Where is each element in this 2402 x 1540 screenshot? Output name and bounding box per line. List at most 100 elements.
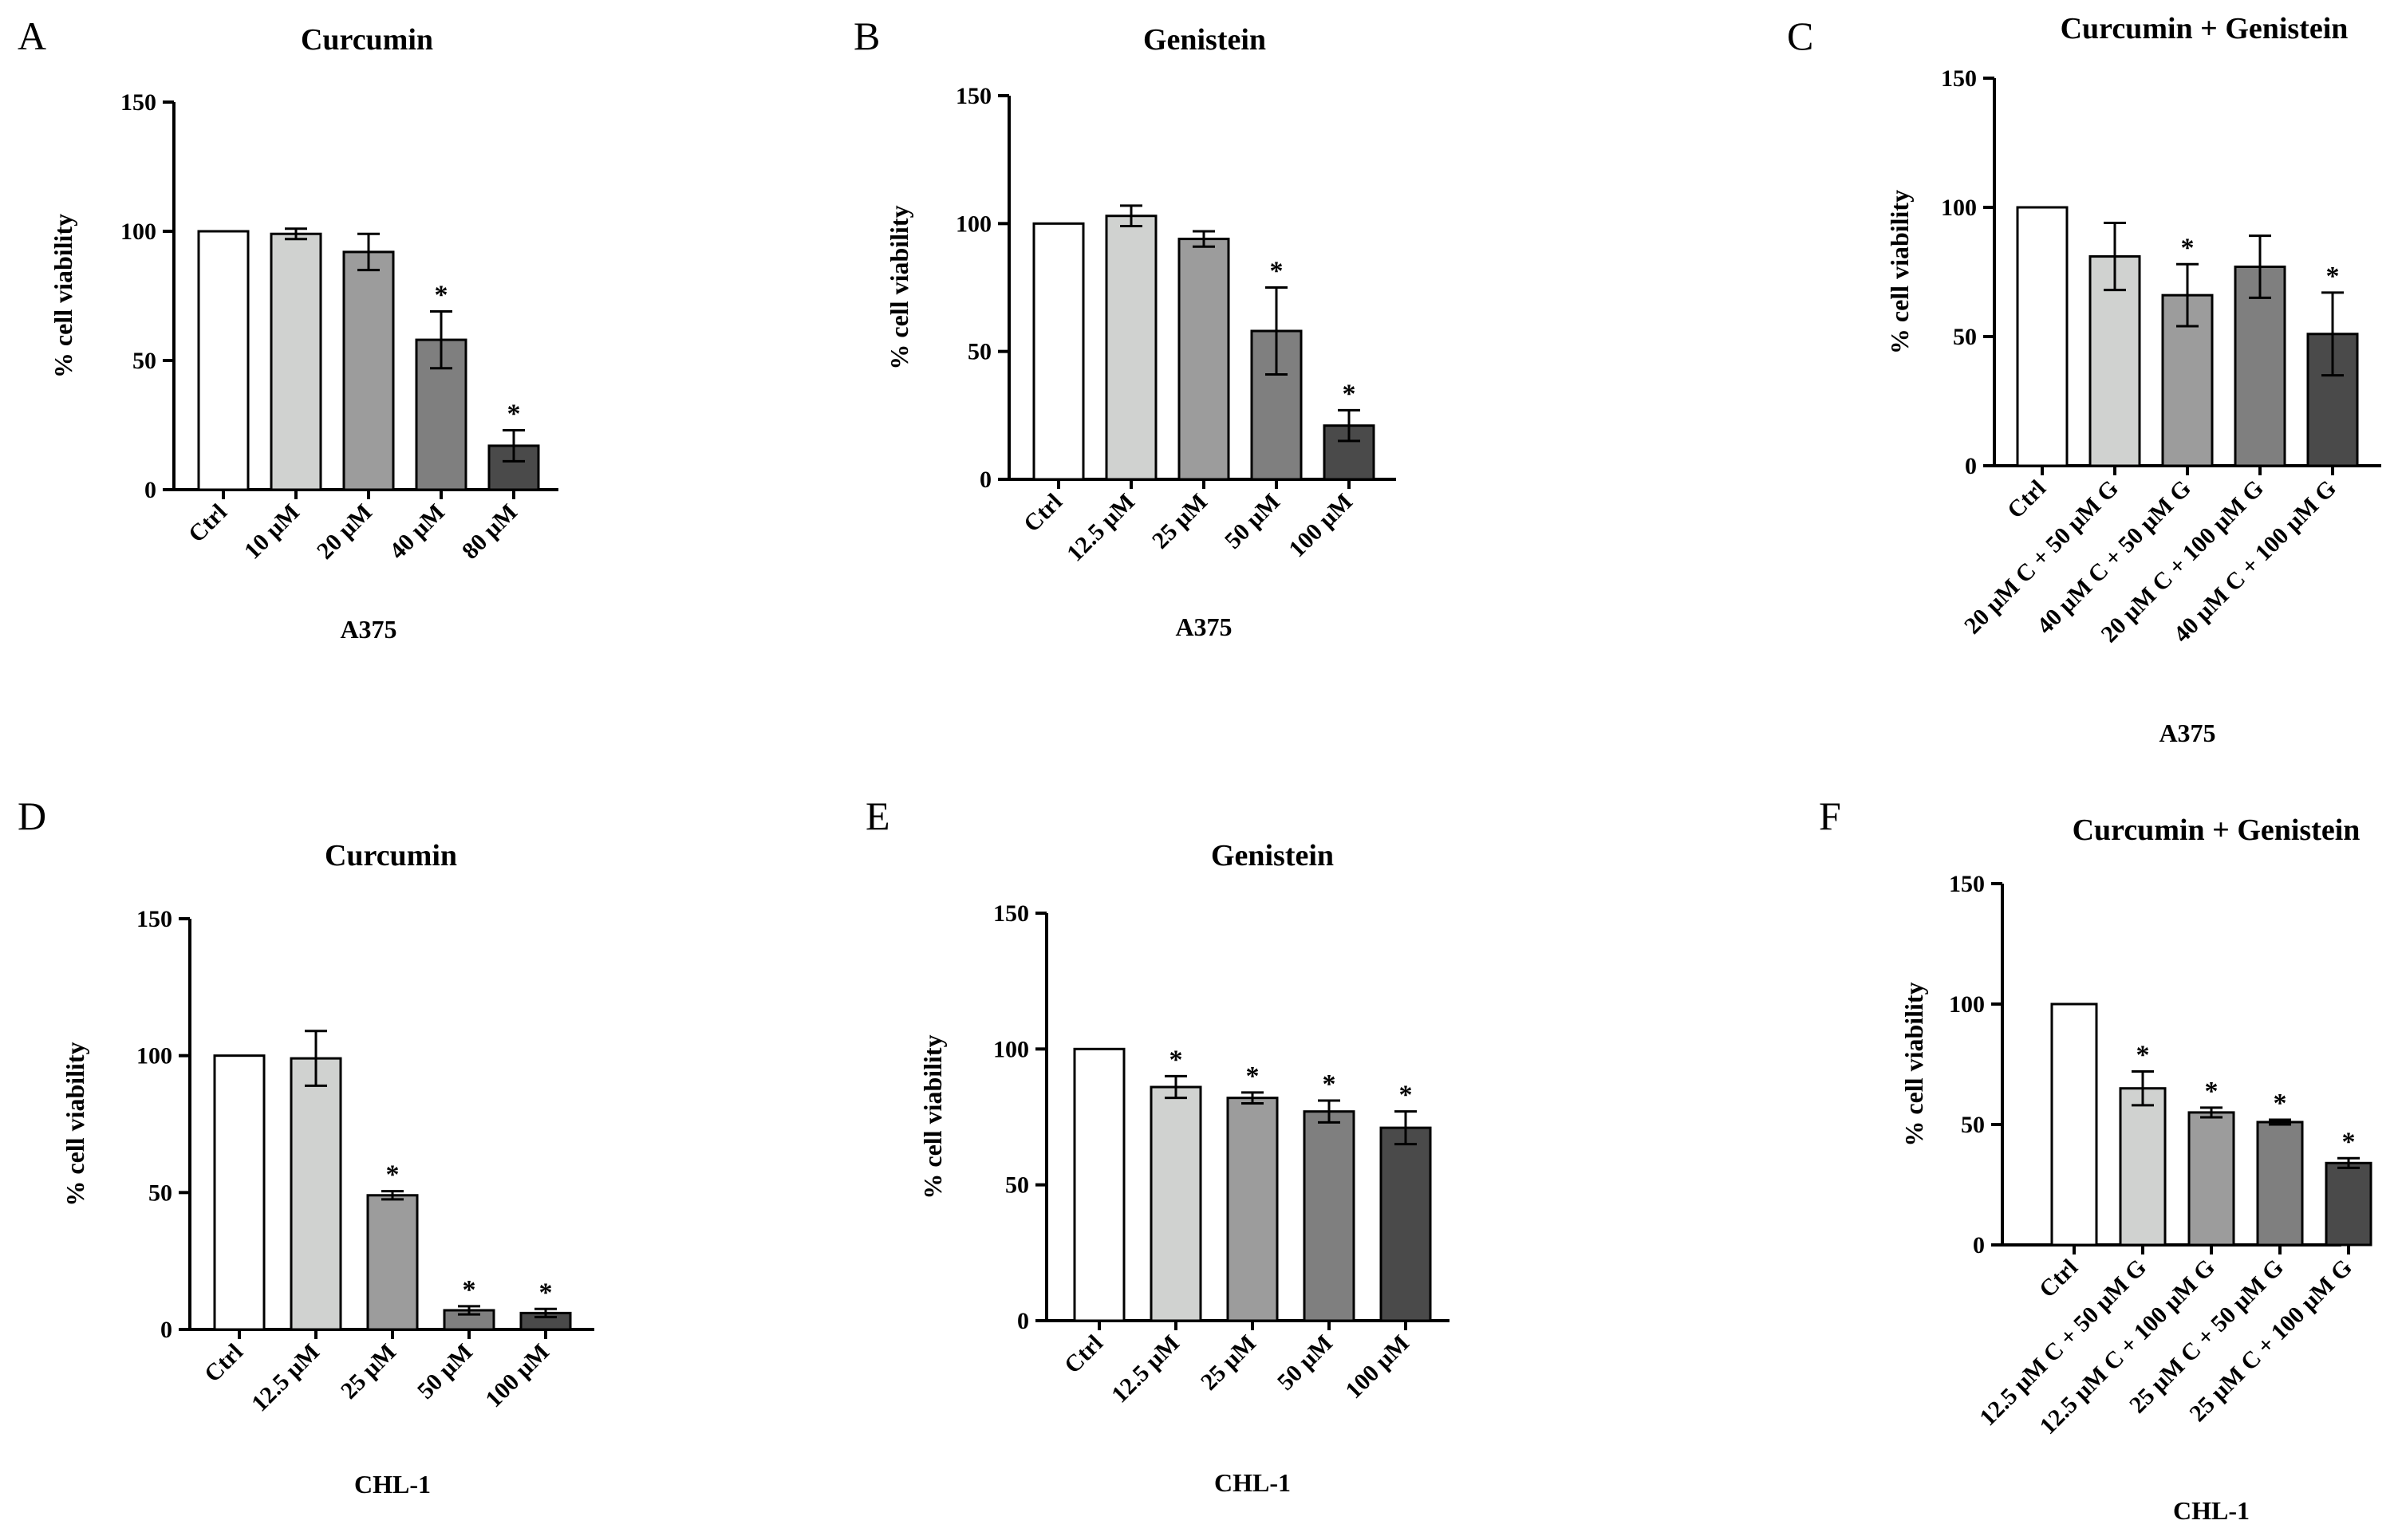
y-tick-label: 50	[1005, 1172, 1029, 1199]
bar	[1226, 1097, 1279, 1322]
significance-marker: *	[386, 1160, 400, 1190]
panel-letter: D	[18, 794, 46, 838]
significance-marker: *	[2342, 1127, 2356, 1156]
x-axis-label: A375	[1175, 612, 1232, 641]
panel-d: D Curcumin 0 50 100 150 % cell viability Ctrl12…	[18, 794, 594, 1499]
error-bar	[503, 428, 525, 463]
significance-marker: *	[1270, 257, 1284, 286]
bar	[270, 232, 322, 491]
error-bar	[2200, 1106, 2223, 1119]
error-bar	[458, 1305, 480, 1316]
x-tick-label: 50 µM	[1272, 1330, 1338, 1396]
significance-marker: *	[2181, 233, 2195, 262]
y-tick-label: 0	[980, 467, 992, 493]
x-tick-label: 25 µM	[336, 1339, 401, 1404]
panel-letter: F	[1819, 794, 1841, 838]
y-tick-label: 0	[1017, 1308, 1029, 1334]
y-tick-label: 100	[1941, 195, 1977, 221]
y-tick-label: 100	[993, 1036, 1029, 1062]
y-tick-label: 100	[136, 1043, 172, 1069]
significance-marker: *	[463, 1275, 476, 1305]
x-tick-label: Ctrl	[2034, 1254, 2083, 1303]
x-axis-label: CHL-1	[2173, 1496, 2250, 1525]
significance-marker: *	[1343, 379, 1356, 408]
x-axis-label: CHL-1	[1214, 1468, 1291, 1497]
y-tick-label: 0	[160, 1317, 172, 1343]
x-tick-label: 100 µM	[480, 1339, 554, 1413]
chart-title: Curcumin	[301, 23, 433, 57]
x-tick-label: 40 µM	[385, 499, 450, 565]
panel-a: A Curcumin 0 50 100 150 % cell viability Ctrl 10…	[18, 14, 558, 644]
error-bar	[305, 1030, 327, 1087]
panel-f: F Curcumin + Genistein 0 50 100 150 % cell via…	[1819, 794, 2372, 1525]
error-bar	[2249, 234, 2271, 299]
bar	[2016, 206, 2069, 467]
y-tick-label: 0	[1973, 1232, 1985, 1258]
panel-letter: B	[854, 14, 880, 58]
panel-letter: A	[18, 14, 46, 58]
significance-marker: *	[1323, 1069, 1336, 1099]
error-bar	[2132, 1070, 2154, 1107]
error-bar	[2104, 221, 2126, 292]
significance-marker: *	[539, 1278, 553, 1307]
panel-letter: C	[1787, 14, 1813, 58]
y-tick-label: 50	[1961, 1112, 1985, 1138]
y-tick-label: 50	[148, 1180, 172, 1206]
y-tick-label: 0	[1965, 453, 1977, 479]
y-tick-label: 150	[956, 83, 992, 109]
significance-marker: *	[1399, 1081, 1413, 1110]
bar	[213, 1054, 266, 1331]
y-axis-label: % cell viability	[1899, 982, 1928, 1146]
y-axis-label: % cell viability	[885, 205, 913, 369]
error-bar	[1265, 286, 1288, 376]
significance-marker: *	[2136, 1041, 2150, 1070]
y-tick-label: 150	[120, 89, 156, 116]
error-bar	[1338, 408, 1360, 443]
chart-title: Curcumin + Genistein	[2061, 12, 2349, 45]
error-bar	[2321, 291, 2344, 377]
x-axis-label: CHL-1	[354, 1470, 431, 1499]
bar	[342, 250, 395, 491]
bar	[1073, 1047, 1126, 1322]
error-bar	[430, 309, 452, 370]
y-tick-label: 50	[132, 348, 156, 374]
y-tick-label: 150	[136, 906, 172, 932]
x-tick-label: 100 µM	[1340, 1330, 1414, 1404]
y-tick-label: 150	[1949, 871, 1985, 897]
y-tick-label: 100	[120, 219, 156, 245]
y-axis-label: % cell viability	[1885, 190, 1914, 354]
x-tick-label: Ctrl	[199, 1339, 248, 1388]
error-bar	[1394, 1110, 1417, 1146]
y-axis-label: % cell viability	[918, 1034, 947, 1199]
x-tick-label: 12.5 µM	[1062, 489, 1140, 567]
chart-title: Curcumin	[325, 839, 457, 872]
y-tick-label: 0	[144, 477, 156, 503]
y-tick-label: 50	[1953, 324, 1977, 350]
x-tick-label: 80 µM	[457, 499, 523, 565]
error-bar	[2176, 262, 2199, 328]
chart-title: Genistein	[1211, 839, 1334, 872]
error-bar	[1165, 1074, 1187, 1100]
chart-title: Genistein	[1143, 23, 1266, 57]
bar	[1303, 1110, 1355, 1322]
bar	[1032, 222, 1085, 481]
bar	[2119, 1087, 2167, 1247]
significance-marker: *	[2205, 1077, 2219, 1106]
x-tick-label: 25 µM	[1196, 1330, 1261, 1396]
x-tick-label: 50 µM	[1220, 489, 1285, 554]
x-tick-label: Ctrl	[2002, 475, 2051, 524]
bar	[1150, 1085, 1202, 1322]
bar	[2050, 1002, 2098, 1247]
bar	[2256, 1121, 2304, 1247]
bar	[366, 1194, 419, 1331]
y-axis-label: % cell viability	[49, 214, 77, 378]
panel-e: E Genistein 0 50 100 150 % cell viability Ctrl *…	[866, 794, 1449, 1497]
y-tick-label: 150	[993, 900, 1029, 927]
x-tick-label: 10 µM	[239, 499, 305, 565]
error-bar	[2337, 1156, 2360, 1169]
bar	[2187, 1111, 2235, 1247]
bar	[197, 230, 250, 491]
x-tick-label: 12.5 µM	[1106, 1330, 1185, 1408]
